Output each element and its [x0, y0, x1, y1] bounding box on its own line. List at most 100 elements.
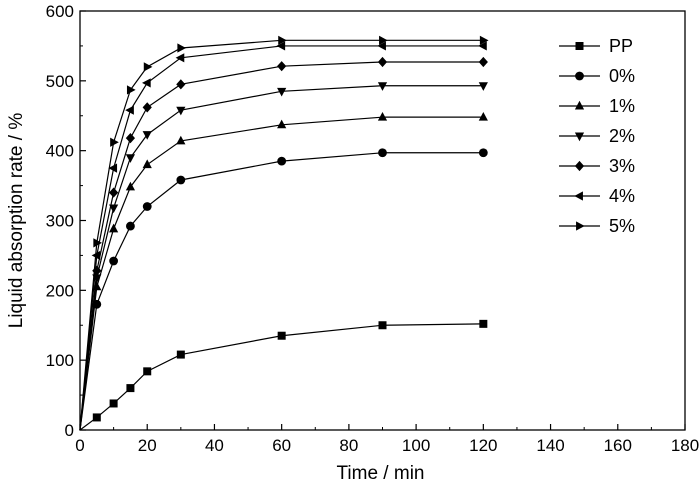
- data-point: [377, 41, 386, 51]
- series-1: [79, 319, 488, 431]
- data-point: [142, 202, 152, 211]
- data-point: [143, 367, 152, 376]
- legend-item: 5%: [559, 216, 635, 236]
- data-point: [478, 41, 487, 51]
- legend-item: 4%: [559, 186, 635, 206]
- x-tick-label: 140: [536, 436, 564, 455]
- data-point: [377, 56, 388, 68]
- series-line: [79, 39, 484, 431]
- series-4: [79, 82, 488, 431]
- data-point: [177, 43, 187, 53]
- legend-label: 2%: [609, 126, 635, 146]
- data-point: [108, 163, 118, 173]
- x-tick-label: 160: [604, 436, 632, 455]
- legend-marker: [574, 191, 583, 201]
- data-point: [110, 137, 119, 147]
- data-point: [109, 204, 119, 214]
- data-point: [125, 154, 136, 163]
- legend-item: PP: [559, 36, 633, 56]
- data-point: [176, 106, 186, 116]
- x-tick-label: 40: [205, 436, 224, 455]
- legend-marker: [575, 42, 584, 50]
- data-point: [126, 85, 136, 95]
- series-line: [79, 152, 484, 431]
- data-point: [276, 41, 286, 51]
- legend-label: 3%: [609, 156, 635, 176]
- x-tick-label: 60: [272, 436, 291, 455]
- axis-ticks: 0 20 40 60 80 100 120 140 160 180 0 100 200 300 400 500…: [46, 2, 700, 455]
- series-line: [79, 45, 484, 431]
- series-7: [79, 35, 489, 431]
- data-point: [277, 61, 287, 72]
- x-tick-label: 80: [339, 436, 358, 455]
- legend-label: PP: [609, 36, 633, 56]
- data-point: [378, 321, 387, 330]
- data-point: [126, 221, 135, 231]
- data-point: [277, 119, 287, 129]
- data-point: [93, 238, 103, 248]
- legend-item: 2%: [559, 126, 635, 146]
- legend-label: 0%: [609, 66, 635, 86]
- data-point: [277, 87, 287, 97]
- data-point: [109, 256, 119, 266]
- data-point: [176, 135, 186, 145]
- data-point: [176, 175, 186, 185]
- legend-item: 3%: [559, 156, 635, 176]
- data-point: [109, 223, 119, 233]
- x-axis-title: Time / min: [337, 463, 425, 484]
- series-3: [79, 111, 488, 431]
- data-point: [92, 413, 101, 422]
- y-tick-label: 500: [46, 72, 74, 91]
- series-6: [79, 41, 487, 431]
- plot-frame: [79, 10, 686, 431]
- data-point: [109, 399, 118, 408]
- x-tick-label: 0: [75, 436, 84, 455]
- legend-label: 1%: [609, 96, 635, 116]
- data-point: [277, 156, 287, 166]
- series-2: [79, 148, 488, 431]
- data-point: [92, 265, 102, 276]
- data-point: [125, 105, 134, 115]
- series-line: [79, 323, 484, 431]
- data-point: [277, 331, 286, 340]
- data-point: [478, 82, 488, 91]
- data-point: [378, 148, 387, 158]
- y-tick-label: 100: [46, 351, 74, 370]
- legend-marker: [576, 221, 585, 231]
- data-point: [479, 319, 488, 328]
- legend-marker: [574, 132, 585, 142]
- data-point: [176, 350, 185, 359]
- data-point: [126, 384, 135, 393]
- legend-marker: [575, 71, 584, 81]
- data-point: [478, 111, 488, 121]
- x-tick-label: 20: [138, 436, 157, 455]
- data-point: [379, 35, 388, 45]
- data-point: [377, 82, 388, 91]
- data-point: [278, 35, 287, 45]
- legend-item: 0%: [559, 66, 635, 86]
- data-point: [478, 56, 488, 68]
- data-point: [478, 148, 488, 158]
- y-tick-label: 300: [46, 212, 74, 231]
- x-tick-label: 120: [469, 436, 497, 455]
- plot-area: [79, 10, 686, 431]
- data-point: [125, 132, 136, 144]
- data-point: [125, 181, 136, 191]
- legend-item: 1%: [559, 96, 635, 116]
- x-tick-label: 100: [402, 436, 430, 455]
- series-layer: [79, 35, 489, 431]
- x-tick-label: 180: [671, 436, 699, 455]
- data-point: [176, 79, 186, 90]
- legend-label: 4%: [609, 186, 635, 206]
- y-axis-title: Liquid absorption rate / %: [6, 113, 27, 329]
- y-tick-label: 600: [46, 2, 74, 21]
- data-point: [143, 62, 153, 72]
- data-point: [142, 102, 152, 113]
- y-tick-label: 200: [46, 281, 74, 300]
- series-5: [79, 56, 488, 431]
- y-tick-label: 400: [46, 142, 74, 161]
- legend-marker: [574, 160, 585, 172]
- legend: PP 0% 1% 2% 3% 4% 5%: [559, 36, 635, 236]
- y-tick-label: 0: [65, 421, 74, 440]
